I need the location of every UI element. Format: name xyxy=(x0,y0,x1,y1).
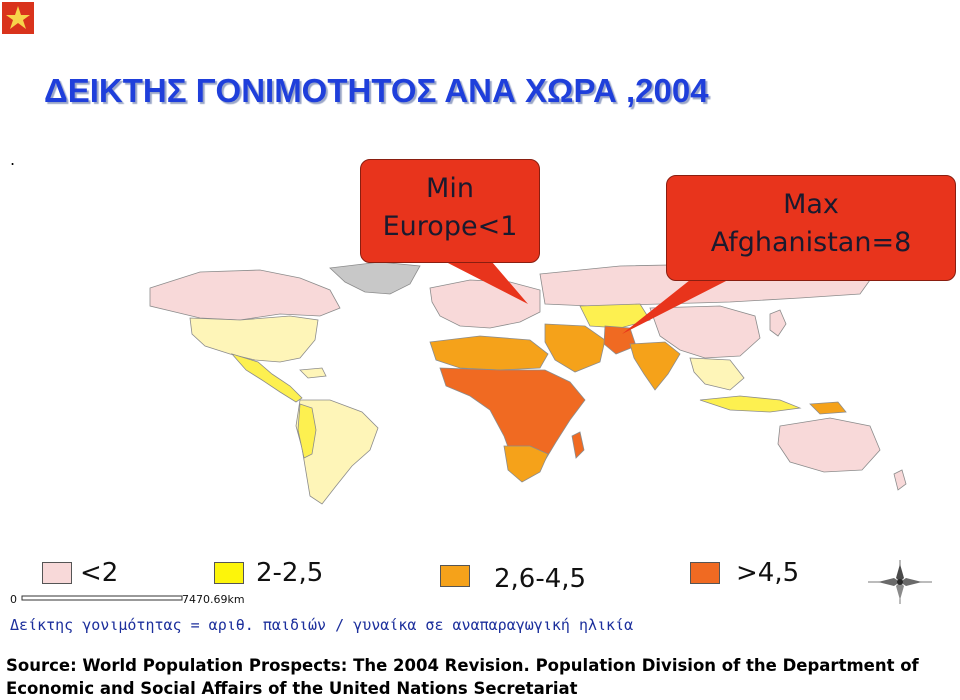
legend-label-lt2: <2 xyxy=(80,558,119,588)
max-callout-line1: Max xyxy=(783,189,839,220)
legend-item-lt2: <2 xyxy=(42,558,118,588)
south-america-andes xyxy=(297,403,317,459)
compass-rose-icon xyxy=(868,560,932,604)
scale-start-label: 0 xyxy=(10,593,17,606)
north-africa xyxy=(429,335,549,371)
southern-africa xyxy=(503,445,549,483)
max-callout: Max Afghanistan=8 xyxy=(666,175,956,281)
greenland xyxy=(329,261,421,295)
australia xyxy=(777,417,881,473)
middle-east xyxy=(544,323,606,373)
north-america-north xyxy=(149,269,341,321)
legend-item-2-2-5: 2-2,5 xyxy=(214,558,323,588)
mexico-central-america xyxy=(230,353,303,403)
legend-swatch-lt2 xyxy=(42,562,72,584)
max-callout-line2: Afghanistan=8 xyxy=(710,227,912,258)
usa xyxy=(189,315,319,363)
indonesia xyxy=(699,395,802,413)
legend-swatch-gt4-5 xyxy=(690,562,720,584)
scale-end-label: 7470.69km xyxy=(182,593,245,606)
world-fertility-map xyxy=(149,261,907,505)
star-logo-icon xyxy=(2,2,34,34)
southeast-asia xyxy=(689,357,745,391)
min-callout-line1: Min xyxy=(426,173,474,204)
new-zealand xyxy=(893,469,907,491)
legend-item-gt4-5: >4,5 xyxy=(690,558,799,588)
legend-label-2-2-5: 2-2,5 xyxy=(256,558,324,588)
madagascar xyxy=(571,431,585,459)
legend-label-gt4-5: >4,5 xyxy=(736,558,800,588)
india xyxy=(629,341,681,391)
central-asia xyxy=(579,303,651,329)
scale-bar: 0 7470.69km xyxy=(10,593,245,606)
source-note: Source: World Population Prospects: The … xyxy=(6,656,919,698)
afghanistan-pakistan xyxy=(603,325,637,355)
legend-swatch-2-6-4-5 xyxy=(440,565,470,587)
page-title: ΔΕΙΚΤΗΣ ΓΟΝΙΜΟΤΗΤΟΣ ΑΝΑ ΧΩΡΑ ,2004 xyxy=(44,72,709,109)
min-callout-line2: Europe<1 xyxy=(382,211,518,242)
caribbean xyxy=(299,367,327,379)
fertility-definition-caption: Δείκτης γονιμότητας = αριθ. παιδιών / γυ… xyxy=(10,616,634,634)
europe xyxy=(429,279,541,329)
legend-item-2-6-4-5: 2,6-4,5 xyxy=(440,558,586,594)
min-callout: Min Europe<1 xyxy=(360,159,540,263)
japan xyxy=(769,309,787,337)
papua-new-guinea xyxy=(809,401,847,415)
legend-swatch-2-2-5 xyxy=(214,562,244,584)
legend-label-2-6-4-5: 2,6-4,5 xyxy=(494,564,587,594)
stray-dot: . xyxy=(10,150,16,169)
